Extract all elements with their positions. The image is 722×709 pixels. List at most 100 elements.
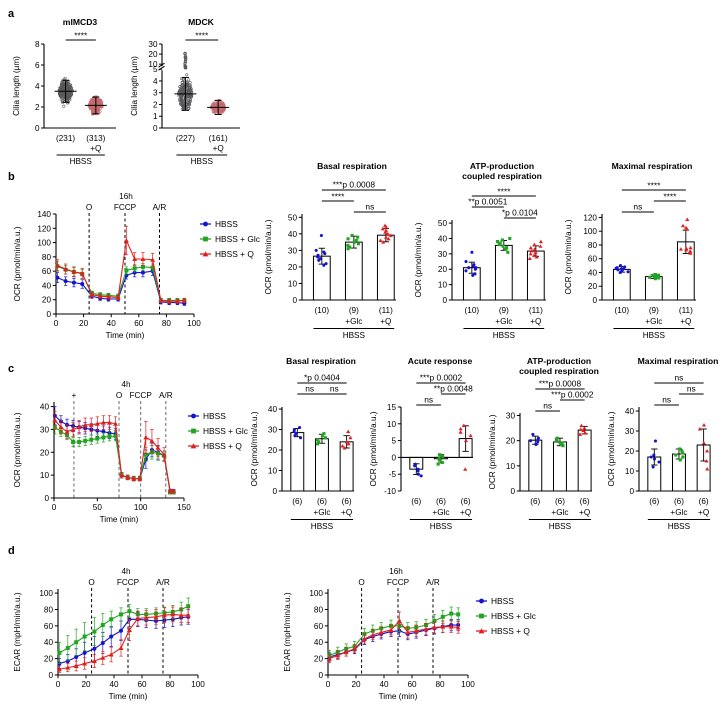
data-marker — [352, 646, 358, 651]
data-marker — [701, 441, 706, 445]
data-marker — [170, 611, 176, 617]
data-marker — [57, 650, 62, 655]
bar-chart-maximal-respiration: Maximal respiration 0 10 20 30 40 OCR (pmol/mi… — [605, 355, 722, 540]
data-marker — [342, 446, 347, 450]
scatter-point — [181, 104, 185, 108]
data-marker — [536, 440, 540, 444]
label: **** — [331, 192, 345, 202]
data-marker — [701, 423, 707, 427]
label: (231) — [56, 134, 75, 143]
label: 30 — [148, 40, 158, 49]
data-marker — [413, 628, 419, 633]
bar — [314, 438, 329, 492]
data-marker — [101, 435, 106, 440]
data-marker — [705, 467, 710, 471]
data-marker — [532, 253, 537, 257]
label: 0 — [52, 503, 57, 512]
label: HBSS — [215, 219, 238, 229]
label: OCR (pmol/min/a.u.) — [13, 412, 22, 487]
scatter-point — [66, 81, 70, 86]
label: 100 — [191, 680, 205, 689]
data-marker — [155, 445, 161, 450]
scatter-point — [97, 101, 101, 105]
label: +Glc — [495, 317, 512, 326]
data-marker — [348, 435, 353, 440]
scatter-point — [183, 65, 187, 69]
data-marker — [178, 612, 184, 618]
data-marker — [578, 427, 583, 431]
label: 80 — [42, 253, 52, 262]
label: ns — [330, 384, 339, 394]
label: 5 — [391, 437, 396, 446]
label: 4 — [35, 82, 40, 91]
data-marker — [348, 245, 352, 249]
scatter-point — [212, 110, 216, 114]
data-marker — [680, 449, 684, 453]
bar-chart-acute-response: Acute response -10 -5 0 5 10 15 OCR (pmol/min/a… — [367, 355, 486, 540]
label: 30 — [506, 412, 516, 421]
label: (9) — [349, 306, 359, 315]
scatter-point — [220, 101, 224, 105]
data-marker — [652, 457, 657, 461]
data-marker — [500, 238, 504, 242]
data-marker — [171, 488, 177, 494]
label: 100 — [39, 589, 53, 598]
label: OCR (pmol/min/a.u.) — [414, 222, 423, 297]
data-marker — [529, 439, 533, 443]
panel-letter-d: d — [8, 545, 15, 557]
label: +Q — [579, 508, 590, 517]
label: 80 — [435, 680, 445, 689]
label: 5 — [153, 65, 158, 74]
label: 16h — [119, 192, 133, 201]
scatter-point — [66, 100, 70, 104]
label: 10 — [288, 279, 298, 288]
data-marker — [495, 239, 500, 244]
label: Cilia length (µm) — [130, 56, 139, 116]
data-marker — [464, 269, 468, 273]
data-marker — [440, 460, 444, 464]
data-marker — [651, 273, 655, 277]
data-marker — [356, 235, 360, 239]
label: 10 — [387, 420, 397, 429]
label: 20 — [625, 447, 635, 456]
scatter-point — [97, 111, 101, 115]
label: **** — [663, 192, 677, 202]
label: 100 — [461, 680, 475, 689]
label: OCR (pmol/min/a.u.) — [369, 411, 378, 486]
data-marker — [651, 465, 655, 469]
panel-b-barcharts: Basal respiration 0 10 20 30 40 50 OCR (pmol/mi… — [262, 160, 712, 350]
label: HBSS + Glc — [215, 234, 260, 244]
label: 20 — [81, 680, 91, 689]
data-marker — [83, 438, 88, 443]
scatter-point — [57, 89, 61, 93]
scatter-point — [189, 88, 193, 92]
series-hbss — [53, 406, 176, 494]
data-marker — [143, 615, 149, 620]
data-marker — [318, 257, 322, 261]
data-marker — [95, 436, 100, 441]
data-marker — [174, 298, 180, 304]
label: Basal respiration — [286, 356, 356, 366]
label: +Glc — [345, 317, 362, 326]
label: 15 — [387, 403, 397, 412]
data-marker — [472, 263, 476, 267]
data-marker — [82, 634, 87, 639]
label: ns — [424, 395, 433, 405]
panel-d-charts: O FCCP A/R 4h 0 20 40 60 80 100 0 20 40 60 80 100 Time (… — [8, 545, 628, 709]
data-marker — [657, 460, 661, 464]
data-marker — [185, 612, 191, 618]
data-marker — [140, 264, 145, 269]
data-marker — [100, 655, 106, 660]
label: O — [88, 578, 94, 587]
data-marker — [65, 665, 71, 670]
data-marker — [97, 293, 103, 299]
scatter-plot-mdck: MDCK 0 1 2 3 4 5 10 20 30 Cilia length (µm) (227) (1… — [128, 16, 246, 168]
label: (10) — [315, 306, 330, 315]
scatter-point — [180, 102, 183, 106]
data-marker — [579, 423, 584, 428]
label: (161) — [209, 134, 228, 143]
label: ns — [543, 401, 552, 411]
data-marker — [344, 439, 349, 444]
panel-letter-a: a — [8, 8, 15, 20]
label: (11) — [679, 306, 693, 315]
